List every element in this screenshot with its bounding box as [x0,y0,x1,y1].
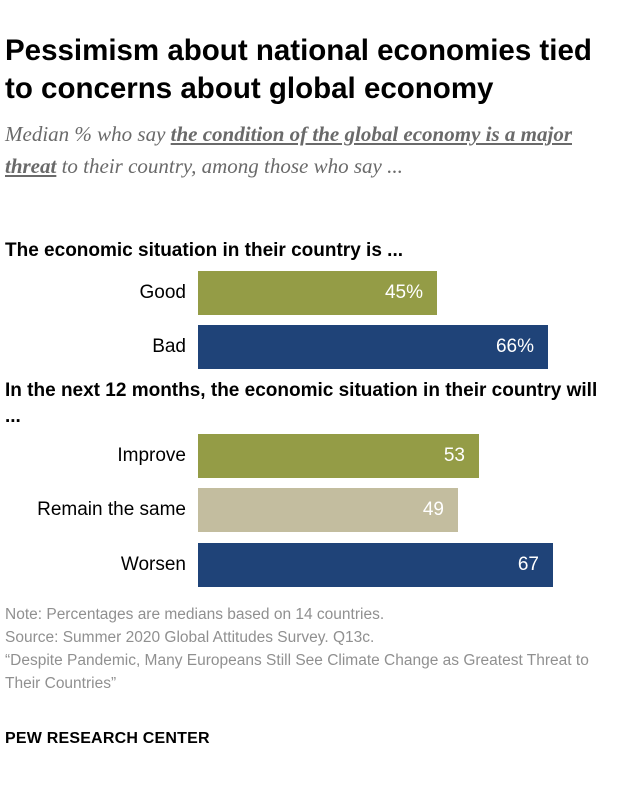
category-label-bad: Bad [152,336,186,357]
value-label-bad: 66% [495,336,534,357]
subtitle-emphasis: the condition of the global economy is a… [5,122,572,178]
value-label-improve: 53 [443,445,465,466]
category-label-improve: Improve [117,445,186,466]
footer-brand: PEW RESEARCH CENTER [5,730,210,747]
subtitle-prefix: Median % who say [5,122,171,146]
group-heading-current: The economic situation in their country … [5,240,403,261]
notes: Note: Percentages are medians based on 1… [5,603,605,695]
bar-worsen [198,543,553,587]
value-label-worsen: 67 [517,554,539,575]
group-heading-outlook: In the next 12 months, the economic situ… [5,380,598,427]
value-label-remain-the-same: 49 [422,499,444,520]
bar-remain-the-same [198,488,458,532]
report-title: “Despite Pandemic, Many Europeans Still … [5,652,589,692]
bar-improve [198,434,479,478]
category-label-remain-the-same: Remain the same [37,499,186,520]
chart-subtitle: Median % who say the condition of the gl… [5,118,605,182]
note-text: Note: Percentages are medians based on 1… [5,606,385,623]
subtitle-suffix: to their country, among those who say ..… [56,154,403,178]
category-label-good: Good [139,282,186,303]
chart-title: Pessimism about national economies tied … [5,34,592,105]
value-label-good: 45% [384,282,423,303]
bar-good [198,271,437,315]
category-label-worsen: Worsen [120,554,186,575]
source-text: Source: Summer 2020 Global Attitudes Sur… [5,629,375,646]
bar-bad [198,325,548,369]
